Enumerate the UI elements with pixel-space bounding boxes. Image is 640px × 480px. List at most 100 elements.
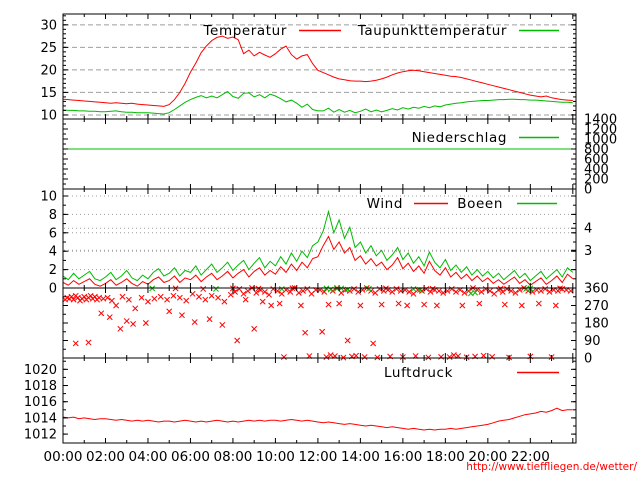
wind-direction-point bbox=[74, 294, 81, 301]
wind-direction-point bbox=[70, 296, 77, 303]
wind-direction-point bbox=[552, 302, 559, 309]
wind-direction-point bbox=[361, 354, 368, 360]
wind-direction-point bbox=[321, 288, 328, 295]
wind-direction-point bbox=[404, 302, 411, 309]
wind-direction-point bbox=[280, 354, 287, 360]
pressure-ytick-label: 1014 bbox=[24, 411, 57, 426]
wind-direction-point bbox=[98, 310, 105, 317]
wind-direction-point bbox=[357, 302, 364, 309]
wind-direction-point bbox=[395, 300, 402, 307]
wind-direction-point bbox=[206, 316, 213, 323]
wind-direction-point bbox=[427, 288, 434, 295]
wind-ytick-label: 6 bbox=[49, 226, 57, 241]
wind-direction-point bbox=[244, 287, 251, 294]
wind-direction-point bbox=[166, 308, 173, 315]
pressure-ytick-label: 1018 bbox=[24, 379, 57, 394]
wind-direction-point bbox=[259, 298, 266, 305]
pressure-series-luftdruck bbox=[62, 407, 573, 431]
wind-direction-point bbox=[255, 285, 262, 292]
wind-direction-point bbox=[529, 288, 536, 295]
wind-direction-point bbox=[236, 286, 243, 292]
wind-direction-point bbox=[108, 297, 115, 304]
wind-direction-point bbox=[421, 301, 428, 308]
wind-direction-point bbox=[125, 296, 132, 303]
wind-direction-point bbox=[535, 300, 542, 307]
wind-direction-point bbox=[351, 286, 357, 292]
wind-direction-point bbox=[323, 354, 330, 360]
wind-direction-point bbox=[266, 291, 273, 298]
x-tick-label: 12:00 bbox=[298, 449, 337, 465]
wind-direction-point bbox=[300, 287, 306, 294]
wind-direction-point bbox=[123, 318, 130, 325]
wind-direction-point bbox=[261, 288, 268, 295]
x-tick-label: 22:00 bbox=[511, 449, 550, 465]
wind-direction-point bbox=[374, 354, 381, 361]
temperature-series-taupunkttemperatur bbox=[62, 90, 573, 115]
x-tick-label: 14:00 bbox=[341, 449, 380, 465]
wind-direction-point bbox=[436, 287, 442, 294]
wind-direction-point bbox=[270, 286, 277, 292]
wind-direction-point bbox=[378, 301, 385, 308]
wind-direction-point bbox=[138, 294, 145, 301]
wind-ytick-label: 0 bbox=[49, 282, 57, 297]
wind-direction-point-secondary bbox=[334, 285, 340, 292]
wind-direction-point-secondary bbox=[212, 286, 219, 292]
wind-direction-point bbox=[64, 294, 71, 301]
wind-direction-point bbox=[170, 292, 177, 299]
wind-direction-point bbox=[219, 321, 226, 328]
x-tick-label: 00:00 bbox=[44, 449, 83, 465]
wind-direction-point bbox=[68, 293, 75, 300]
wind-direction-point bbox=[215, 294, 222, 301]
wind-direction-point bbox=[251, 325, 258, 332]
wind-direction-point bbox=[512, 289, 519, 296]
wind-direction-point bbox=[227, 291, 234, 298]
wind-ytick-label: 4 bbox=[49, 245, 57, 260]
wind-direction-ytick-label: 360 bbox=[584, 282, 609, 297]
wind-direction-point bbox=[221, 298, 228, 305]
watermark-url: http://www.tieffliegen.de/wetter/ bbox=[466, 461, 637, 473]
wind-direction-point bbox=[304, 286, 311, 292]
wind-direction-point bbox=[542, 286, 549, 292]
wind-direction-point bbox=[504, 286, 510, 292]
wind-direction-point bbox=[164, 296, 171, 303]
temperature-ytick-label: 25 bbox=[40, 41, 57, 56]
wind-direction-point bbox=[501, 301, 508, 308]
temperature-legend-label: Taupunkttemperatur bbox=[357, 23, 507, 39]
precipitation-ytick-label: 200 bbox=[584, 173, 609, 188]
wind-direction-point bbox=[176, 294, 183, 301]
wind-direction-point bbox=[81, 293, 88, 300]
wind-direction-point bbox=[497, 285, 504, 292]
wind-direction-point bbox=[183, 297, 190, 304]
wind-direction-point bbox=[453, 288, 459, 295]
wind-direction-point-secondary bbox=[278, 286, 285, 292]
wind-direction-ytick-label: 270 bbox=[584, 299, 609, 314]
wind-direction-point bbox=[253, 289, 260, 296]
wind-direction-point bbox=[117, 325, 124, 332]
wind-direction-point bbox=[104, 294, 111, 301]
x-tick-label: 02:00 bbox=[86, 449, 125, 465]
wind-direction-point bbox=[433, 302, 440, 309]
wind-direction-point bbox=[448, 286, 455, 292]
wind-direction-point bbox=[96, 294, 103, 301]
wind-direction-ytick-label: 180 bbox=[584, 317, 609, 332]
wind-direction-point bbox=[425, 354, 432, 361]
wind-direction-point bbox=[325, 301, 332, 308]
temperature-ytick-label: 20 bbox=[40, 63, 57, 78]
wind-direction-point bbox=[100, 295, 107, 302]
wind-direction-point bbox=[202, 296, 209, 303]
wind-direction-point bbox=[179, 312, 185, 319]
wind-direction-point bbox=[142, 320, 149, 326]
wind-direction-point-secondary bbox=[365, 285, 372, 292]
wind-direction-point bbox=[438, 353, 445, 360]
wind-direction-point-secondary bbox=[410, 286, 417, 292]
wind-direction-ytick-label: 90 bbox=[584, 334, 601, 349]
wind-direction-point bbox=[132, 305, 139, 312]
wind-direction-point bbox=[406, 288, 413, 295]
wind-direction-point bbox=[327, 352, 334, 359]
precipitation-ytick-label: 600 bbox=[584, 153, 609, 168]
precipitation-ytick-label: 1400 bbox=[584, 113, 617, 128]
temperature-ytick-label: 30 bbox=[40, 18, 57, 33]
wind-direction-point bbox=[446, 354, 453, 360]
